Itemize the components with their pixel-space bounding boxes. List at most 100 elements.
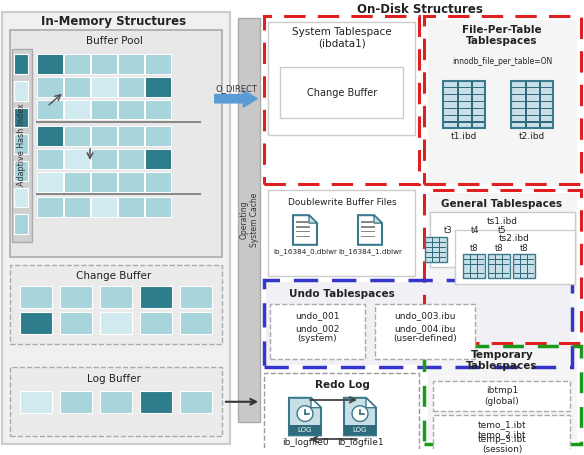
Bar	[514, 263, 534, 264]
Bar	[145, 54, 171, 74]
Bar	[512, 87, 552, 88]
Bar	[37, 172, 63, 192]
Bar	[444, 115, 484, 116]
Text: Redo Log: Redo Log	[315, 380, 370, 390]
Polygon shape	[374, 215, 382, 223]
Bar	[512, 121, 552, 123]
Bar	[266, 282, 570, 365]
Bar	[145, 126, 171, 146]
Bar	[37, 77, 63, 97]
Bar	[2, 12, 230, 444]
Text: File-Per-Table
Tablespaces: File-Per-Table Tablespaces	[462, 25, 542, 46]
Text: Doublewrite Buffer Files: Doublewrite Buffer Files	[288, 198, 397, 207]
Bar	[514, 268, 534, 269]
Bar	[439, 237, 440, 262]
Bar	[268, 190, 415, 276]
Bar	[118, 149, 144, 169]
Text: O_DIRECT: O_DIRECT	[215, 84, 257, 93]
Bar	[514, 258, 534, 260]
Bar	[140, 312, 172, 334]
Bar	[464, 263, 484, 264]
Bar	[426, 247, 446, 248]
Bar	[37, 126, 63, 146]
Text: undo_003.ibu: undo_003.ibu	[394, 311, 456, 320]
Bar	[539, 81, 541, 128]
Bar	[361, 226, 375, 228]
Bar	[64, 197, 90, 217]
Bar	[512, 115, 552, 116]
Bar	[433, 381, 570, 411]
Bar	[36, 193, 201, 195]
Polygon shape	[297, 406, 313, 421]
Bar	[100, 312, 132, 334]
Bar	[361, 236, 375, 238]
Bar	[444, 101, 484, 102]
Text: ib_logfile0: ib_logfile0	[281, 438, 328, 447]
Bar	[91, 197, 117, 217]
Bar	[514, 273, 534, 274]
Text: t8: t8	[520, 244, 529, 253]
Bar	[37, 100, 63, 120]
Text: innodb_file_per_table=ON: innodb_file_per_table=ON	[452, 57, 552, 66]
Bar	[296, 236, 310, 238]
Polygon shape	[309, 215, 317, 223]
Bar	[37, 197, 63, 217]
Polygon shape	[366, 398, 376, 408]
Text: t8: t8	[495, 244, 503, 253]
Bar	[426, 242, 446, 243]
Bar	[424, 16, 581, 184]
Bar	[10, 30, 222, 257]
Bar	[118, 197, 144, 217]
Bar	[145, 100, 171, 120]
Bar	[100, 286, 132, 308]
Bar	[296, 221, 310, 222]
Bar	[428, 20, 577, 184]
Bar	[10, 264, 222, 344]
Bar	[270, 304, 365, 359]
Bar	[511, 81, 553, 128]
Bar	[464, 258, 484, 260]
Bar	[180, 312, 212, 334]
Text: In-Memory Structures: In-Memory Structures	[41, 15, 186, 28]
Bar	[20, 286, 52, 308]
Bar	[512, 101, 552, 102]
Bar	[36, 121, 201, 123]
Bar	[14, 134, 28, 154]
Bar	[37, 149, 63, 169]
Bar	[426, 257, 446, 258]
Bar	[118, 126, 144, 146]
Bar	[489, 258, 509, 260]
Bar	[60, 391, 92, 413]
Text: temp_3.ibt
(session): temp_3.ibt (session)	[478, 435, 526, 454]
Bar	[495, 254, 496, 278]
Bar	[14, 161, 28, 181]
Text: Change Buffer: Change Buffer	[307, 88, 377, 98]
Bar	[180, 391, 212, 413]
Text: t1.ibd: t1.ibd	[451, 132, 477, 141]
Text: t2.ibd: t2.ibd	[519, 132, 545, 141]
Text: Undo Tablespaces: Undo Tablespaces	[289, 289, 395, 299]
Bar	[264, 373, 419, 455]
Bar	[37, 54, 63, 74]
Text: LOG: LOG	[298, 427, 312, 434]
Bar	[140, 286, 172, 308]
Bar	[118, 77, 144, 97]
Bar	[264, 16, 419, 184]
Bar	[457, 81, 458, 128]
Text: undo_002
(system): undo_002 (system)	[295, 324, 339, 344]
Bar	[145, 197, 171, 217]
Text: ib_16384_1.dblwr: ib_16384_1.dblwr	[338, 248, 402, 255]
Bar	[10, 367, 222, 436]
Polygon shape	[311, 398, 321, 408]
Bar	[180, 286, 212, 308]
Bar	[463, 254, 485, 278]
Bar	[60, 312, 92, 334]
Bar	[489, 268, 509, 269]
Bar	[512, 107, 552, 109]
Bar	[444, 87, 484, 88]
Bar	[91, 100, 117, 120]
Bar	[14, 187, 28, 207]
Bar	[91, 149, 117, 169]
Bar	[64, 172, 90, 192]
Text: General Tablespaces: General Tablespaces	[442, 199, 562, 209]
